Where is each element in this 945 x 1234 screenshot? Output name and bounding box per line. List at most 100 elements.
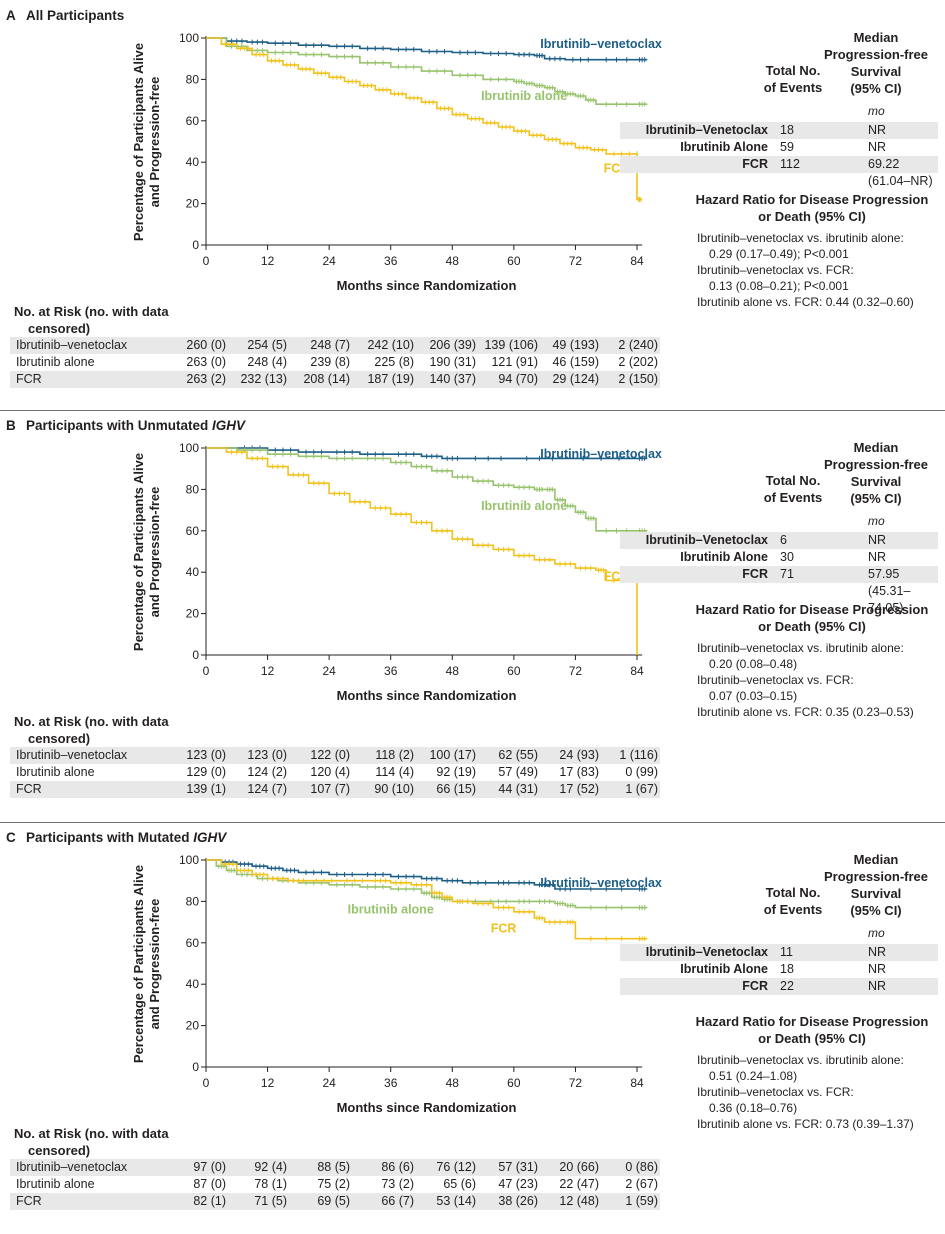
- y-axis-label-line2: and Progression-free: [147, 899, 162, 1030]
- y-axis-label-line2: and Progression-free: [147, 487, 162, 618]
- series-line-ibr: [206, 447, 648, 532]
- risk-cell: 124 (7): [247, 782, 287, 796]
- panel-title-italic: IGHV: [193, 830, 227, 845]
- total-events-header: Total No. of Events: [738, 472, 848, 506]
- y-axis-label-line1: Percentage of Participants Alive: [131, 453, 146, 651]
- risk-title-line: censored): [28, 321, 91, 336]
- risk-cell: 225 (8): [374, 355, 414, 369]
- series-line-fcr: [206, 859, 648, 940]
- panel-title-text: Participants with Unmutated: [26, 418, 213, 433]
- hazard-ratio-line: 0.20 (0.08–0.48): [709, 657, 798, 671]
- risk-cell: 2 (240): [618, 338, 658, 352]
- series-label: Ibrutinib–venetoclax: [540, 447, 662, 461]
- y-tick-label: 0: [192, 238, 199, 252]
- series-label: Ibrutinib–venetoclax: [540, 876, 662, 890]
- y-tick-label: 100: [179, 441, 199, 455]
- risk-table-row: Ibrutinib alone 263 (0) 248 (4) 239 (8) 225 …: [10, 354, 660, 371]
- summary-median: 57.95 (45.31–74.05): [868, 567, 911, 615]
- x-tick-label: 72: [569, 664, 583, 678]
- total-events-header: Total No. of Events: [738, 884, 848, 918]
- summary-events: 112: [780, 157, 800, 171]
- hr-title-line: Hazard Ratio for Disease Progression: [695, 602, 929, 617]
- km-plot: Percentage of Participants Alive and Prog…: [131, 441, 662, 703]
- hazard-ratio-line: Ibrutinib–venetoclax vs. ibrutinib alone…: [697, 231, 904, 245]
- risk-title-line: censored): [28, 731, 91, 746]
- hazard-ratio-title: Hazard Ratio for Disease Progression or D…: [680, 1013, 944, 1047]
- risk-cell: 49 (193): [552, 338, 599, 352]
- risk-cell: 248 (7): [310, 338, 350, 352]
- summary-events: 59: [780, 140, 794, 154]
- y-tick-label: 100: [179, 31, 199, 45]
- x-tick-label: 36: [384, 664, 398, 678]
- summary-arm-name: Ibrutinib Alone: [680, 140, 768, 154]
- risk-cell: 1 (59): [625, 1194, 658, 1208]
- summary-events: 30: [780, 550, 794, 564]
- risk-cell: 47 (23): [498, 1177, 538, 1191]
- y-tick-label: 40: [186, 565, 200, 579]
- risk-cell: 17 (83): [559, 765, 599, 779]
- risk-cell: 12 (48): [559, 1194, 599, 1208]
- hazard-ratio-line: 0.07 (0.03–0.15): [709, 689, 798, 703]
- risk-cell: 206 (39): [429, 338, 476, 352]
- x-tick-label: 48: [446, 664, 460, 678]
- median-pfs-header: Median Progression-free Survival (95% CI): [808, 851, 944, 919]
- summary-row: FCR 22 NR: [620, 978, 938, 995]
- hr-title-line: Hazard Ratio for Disease Progression: [695, 1014, 929, 1029]
- panel-a: A All Participants Percentage of Participa…: [0, 0, 945, 412]
- risk-cell: 24 (93): [559, 748, 599, 762]
- risk-cell: 124 (2): [247, 765, 287, 779]
- panel-title-text: All Participants: [26, 8, 125, 23]
- panel-c: C Participants with Mutated IGHV Percentag…: [0, 822, 945, 1234]
- series-label: Ibrutinib alone: [481, 89, 567, 103]
- x-tick-label: 72: [569, 1076, 583, 1090]
- header-line: Median: [853, 30, 899, 45]
- summary-median: NR: [868, 140, 887, 154]
- risk-cell: 90 (10): [374, 782, 414, 796]
- panel-letter: B: [6, 418, 16, 433]
- risk-cell: 46 (159): [552, 355, 599, 369]
- risk-cell: 254 (5): [247, 338, 287, 352]
- summary-row: Ibrutinib–Venetoclax 18 NR: [620, 122, 938, 139]
- risk-cell: 17 (52): [559, 782, 599, 796]
- hazard-ratio-line: 0.29 (0.17–0.49); P<0.001: [709, 247, 849, 261]
- risk-cell: 263 (2): [186, 372, 226, 386]
- risk-cell: 263 (0): [186, 355, 226, 369]
- risk-cell: 232 (13): [240, 372, 287, 386]
- risk-cell: 260 (0): [186, 338, 226, 352]
- panel-title: B Participants with Unmutated IGHV: [6, 418, 245, 433]
- risk-cell: 92 (4): [254, 1160, 287, 1174]
- risk-arm-name: FCR: [16, 1194, 42, 1208]
- risk-cell: 62 (55): [498, 748, 538, 762]
- header-line: Survival: [850, 886, 902, 901]
- x-tick-label: 0: [203, 1076, 210, 1090]
- risk-arm-name: Ibrutinib alone: [16, 765, 95, 779]
- risk-cell: 88 (5): [317, 1160, 350, 1174]
- summary-row: Ibrutinib Alone 18 NR: [620, 961, 938, 978]
- panel-title: C Participants with Mutated IGHV: [6, 830, 226, 845]
- x-tick-label: 48: [446, 1076, 460, 1090]
- risk-cell: 114 (4): [375, 765, 414, 779]
- x-axis-label: Months since Randomization: [337, 1100, 517, 1115]
- header-line: Median: [853, 852, 899, 867]
- risk-cell: 239 (8): [310, 355, 350, 369]
- y-tick-label: 20: [186, 1019, 200, 1033]
- risk-table-row: FCR 82 (1) 71 (5) 69 (5) 66 (7) 53 (14) 38 (26…: [10, 1193, 660, 1210]
- y-tick-label: 80: [186, 482, 200, 496]
- risk-table-row: Ibrutinib alone 129 (0) 124 (2) 120 (4) 114 …: [10, 764, 660, 781]
- y-tick-label: 80: [186, 894, 200, 908]
- risk-cell: 139 (106): [484, 338, 538, 352]
- risk-table-row: Ibrutinib–venetoclax 123 (0) 123 (0) 122 (0…: [10, 747, 660, 764]
- risk-cell: 53 (14): [436, 1194, 476, 1208]
- risk-table-row: FCR 139 (1) 124 (7) 107 (7) 90 (10) 66 (15) 44…: [10, 781, 660, 798]
- risk-arm-name: Ibrutinib–venetoclax: [16, 338, 128, 352]
- hr-title-line: or Death (95% CI): [758, 619, 866, 634]
- x-tick-label: 60: [507, 1076, 521, 1090]
- panel-b: B Participants with Unmutated IGHV Percent…: [0, 410, 945, 822]
- hr-title-line: or Death (95% CI): [758, 1031, 866, 1046]
- hazard-ratio-line: Ibrutinib alone vs. FCR: 0.44 (0.32–0.60…: [697, 295, 914, 309]
- header-line: (95% CI): [850, 903, 902, 918]
- summary-events: 22: [780, 979, 794, 993]
- hazard-ratio-line: 0.13 (0.08–0.21); P<0.001: [709, 279, 849, 293]
- summary-row: Ibrutinib Alone 59 NR: [620, 139, 938, 156]
- risk-cell: 123 (0): [186, 748, 226, 762]
